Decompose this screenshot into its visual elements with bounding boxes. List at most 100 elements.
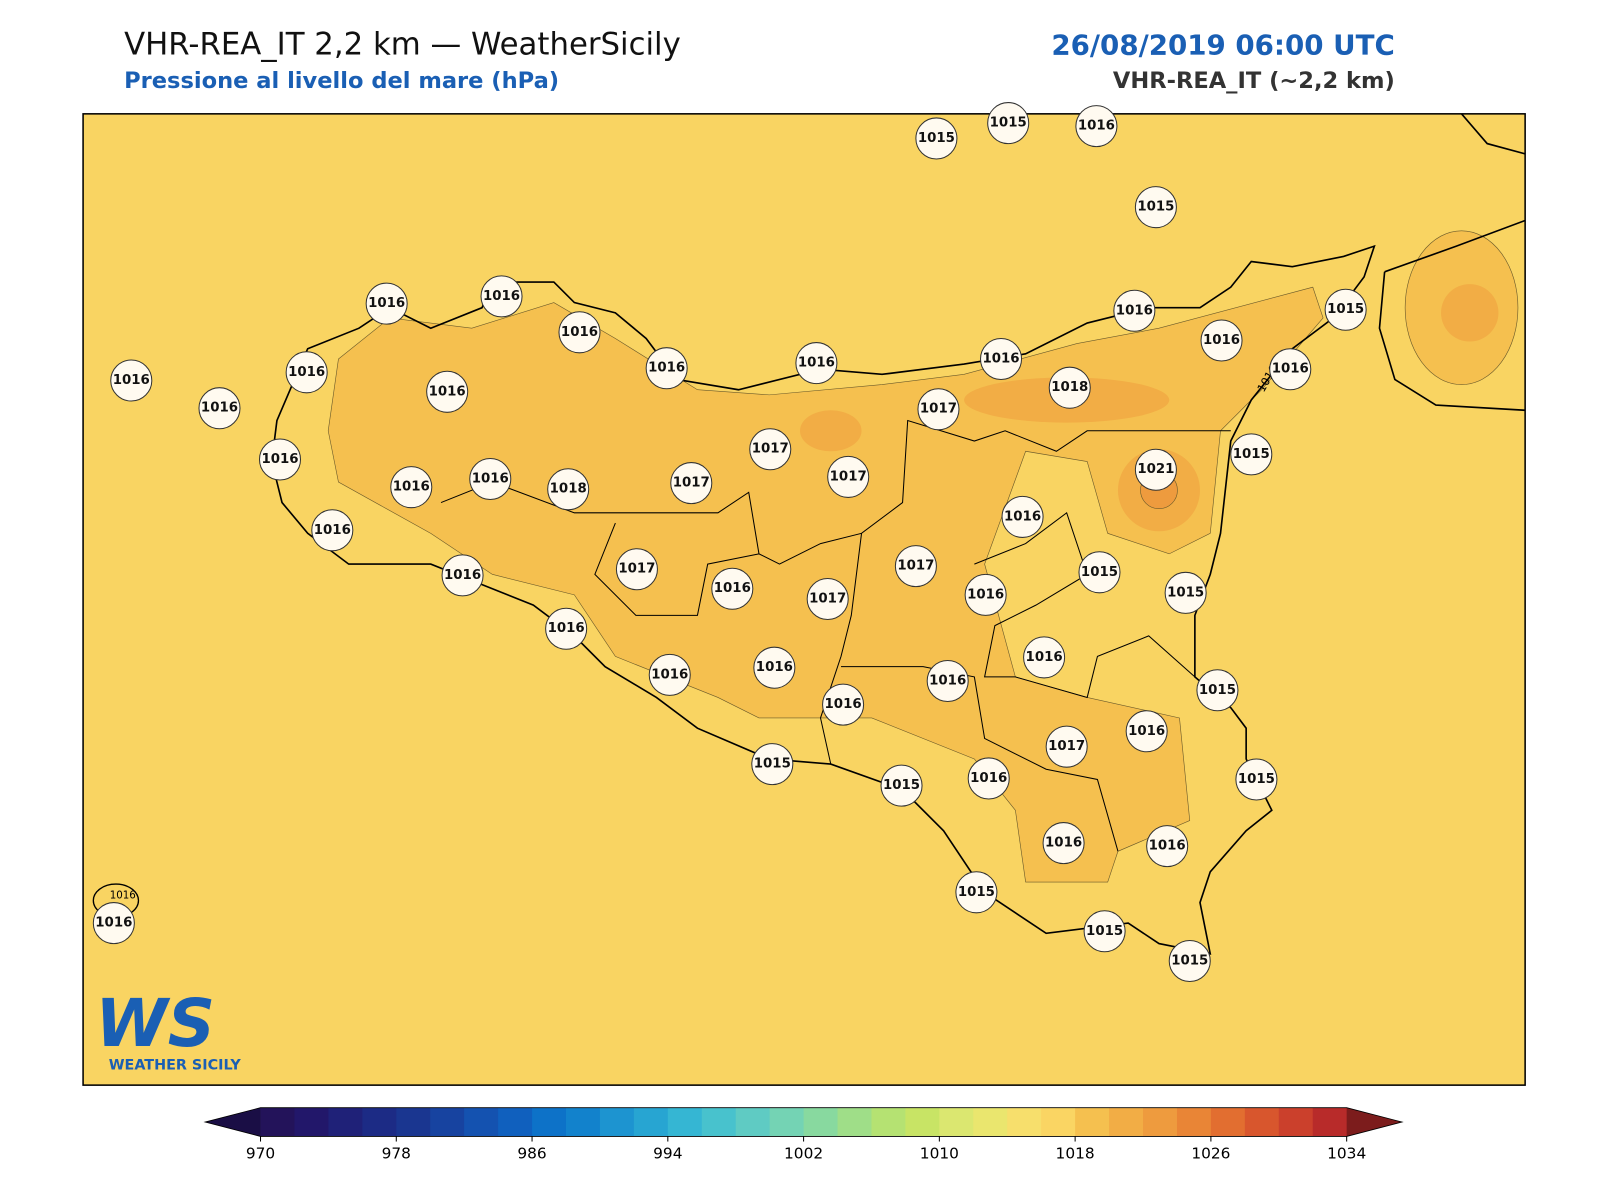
station: 1016	[198, 387, 241, 430]
station-label: 1016	[929, 674, 966, 689]
colorbar-tick-label: 1010	[920, 1144, 959, 1162]
station: 1016	[545, 607, 588, 650]
station-label: 1016	[970, 771, 1007, 786]
station-marker	[480, 275, 523, 318]
colorbar-segment	[803, 1107, 839, 1137]
station-label: 1016	[756, 660, 793, 675]
station: 1016	[1001, 495, 1044, 538]
station: 1015	[1324, 288, 1367, 331]
station: 1015	[955, 871, 998, 914]
station-label: 1016	[1045, 836, 1082, 851]
station-label: 1016	[1272, 362, 1309, 377]
station-marker	[967, 757, 1010, 800]
station: 1016	[1075, 105, 1118, 148]
station-marker	[1164, 571, 1207, 614]
colorbar-tick-label: 970	[246, 1144, 275, 1162]
station-marker	[110, 359, 153, 402]
station-marker	[1083, 910, 1126, 953]
colorbar-segment	[1244, 1107, 1280, 1137]
station-marker	[1134, 186, 1177, 229]
station: 1016	[1125, 710, 1168, 753]
station-marker	[751, 743, 794, 786]
station: 1015	[1164, 571, 1207, 614]
colorbar-segment	[1109, 1107, 1144, 1137]
station: 1017	[749, 428, 792, 471]
colorbar-segment	[430, 1107, 465, 1137]
station-label: 1018	[1051, 380, 1088, 395]
station-marker	[1134, 448, 1177, 491]
station: 1015	[1134, 186, 1177, 229]
colorbar-segment	[1041, 1107, 1076, 1137]
station-label: 1016	[1116, 303, 1153, 318]
station: 1016	[926, 660, 969, 703]
station: 1017	[894, 545, 937, 588]
station-marker	[615, 548, 658, 591]
title: VHR-REA_IT 2,2 km — WeatherSicily	[124, 26, 681, 62]
station-marker	[917, 388, 960, 431]
colorbar-segment	[939, 1107, 974, 1137]
station-label: 1016	[651, 667, 688, 682]
station: 1016	[1042, 822, 1085, 865]
station-label: 1016	[561, 325, 598, 340]
station-label: 1015	[1086, 924, 1123, 939]
station-marker	[1045, 725, 1088, 768]
station-marker	[1269, 348, 1312, 391]
station-label: 1016	[483, 289, 520, 304]
province-border	[440, 419, 1231, 565]
colorbar-segment	[1176, 1107, 1212, 1137]
station-label: 1016	[288, 365, 325, 380]
colorbar-segment	[362, 1107, 397, 1137]
station: 1016	[365, 282, 408, 325]
station-label: 1016	[201, 401, 238, 416]
station-marker	[880, 764, 923, 807]
colorbar-segment	[905, 1107, 940, 1137]
province-border	[841, 666, 1119, 852]
station-marker	[827, 455, 870, 498]
station-label: 1017	[618, 562, 655, 577]
station-marker	[822, 683, 865, 726]
colorbar-segment	[1210, 1107, 1246, 1137]
station-label: 1016	[368, 296, 405, 311]
station-marker	[426, 370, 469, 413]
station-label: 1015	[1137, 200, 1174, 215]
station-label: 1017	[830, 469, 867, 484]
station: 1016	[795, 342, 838, 385]
station-label: 1016	[982, 351, 1019, 366]
station-marker	[1230, 433, 1273, 476]
station: 1016	[645, 347, 688, 390]
colorbar-segment	[294, 1107, 329, 1137]
station-label: 1015	[990, 116, 1027, 131]
colorbar-segment	[328, 1107, 363, 1137]
station-label: 1015	[1238, 772, 1275, 787]
station-label: 1016	[393, 480, 430, 495]
colorbar-extend-high	[1346, 1107, 1403, 1137]
station-marker	[1146, 825, 1189, 868]
station-marker	[365, 282, 408, 325]
station: 1016	[390, 466, 433, 509]
colorbar-segment	[735, 1107, 771, 1137]
colorbar-tick-label: 1002	[784, 1144, 823, 1162]
station: 1021	[1134, 448, 1177, 491]
station: 1016	[441, 554, 484, 597]
station-label: 1015	[754, 757, 791, 772]
station-label: 1017	[897, 559, 934, 574]
station-marker	[1235, 758, 1278, 801]
colorbar-segment	[532, 1107, 567, 1137]
province-border	[594, 522, 760, 616]
station-marker	[753, 646, 796, 689]
colorbar-extend-low	[205, 1107, 261, 1137]
colorbar-segment	[871, 1107, 906, 1137]
station-marker	[1075, 105, 1118, 148]
coastline	[1378, 271, 1526, 412]
station-marker	[558, 311, 601, 354]
station: 1015	[915, 117, 958, 160]
station-label: 1016	[1026, 650, 1063, 665]
station-marker	[1324, 288, 1367, 331]
station-marker	[390, 466, 433, 509]
province-border	[819, 533, 863, 765]
colorbar-tick-label: 978	[382, 1144, 411, 1162]
colorbar-segment	[396, 1107, 431, 1137]
station-marker	[285, 351, 328, 394]
station-label: 1021	[1137, 462, 1174, 477]
